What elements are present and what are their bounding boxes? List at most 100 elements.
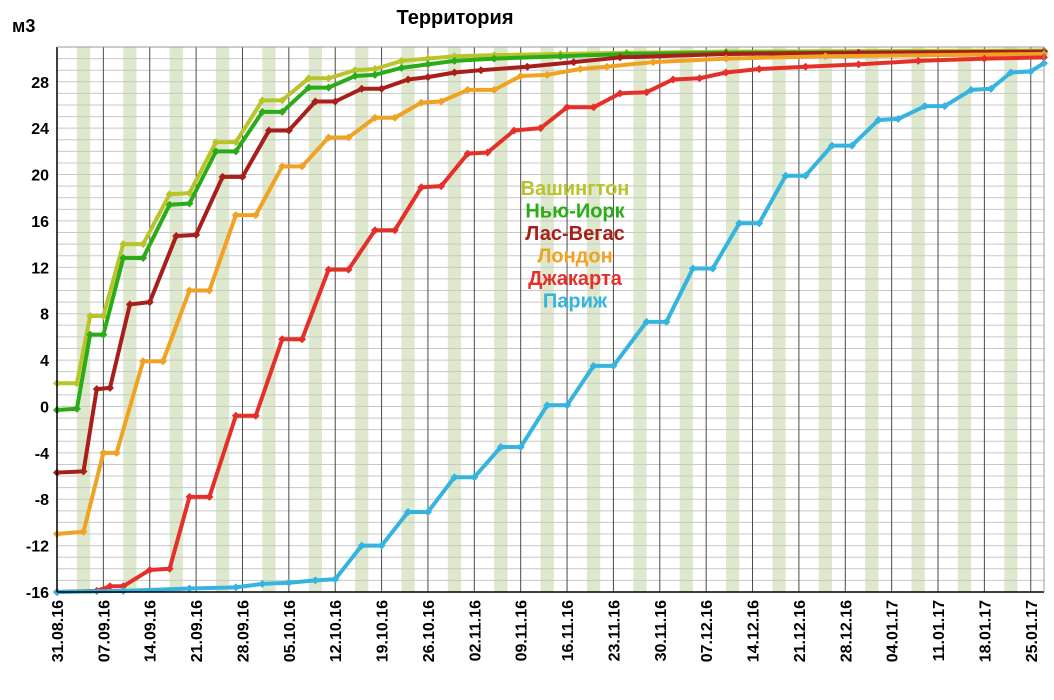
data-point [172, 232, 181, 241]
x-tick-label: 26.10.16 [421, 600, 438, 662]
data-point [688, 264, 697, 273]
x-tick-label: 14.12.16 [746, 600, 763, 662]
data-point [251, 411, 260, 420]
data-point [390, 226, 399, 235]
x-tick-label: 19.10.16 [375, 600, 392, 662]
data-point [510, 126, 519, 135]
data-point [404, 507, 413, 516]
weekend-band [726, 47, 740, 592]
data-point [556, 52, 565, 61]
data-point [894, 114, 903, 123]
legend-entry: Нью-Иорк [525, 201, 625, 223]
data-point [423, 73, 432, 82]
data-point [755, 65, 764, 74]
data-point [165, 190, 174, 199]
data-point [145, 565, 154, 574]
weekend-band [215, 47, 230, 592]
data-point [351, 71, 360, 80]
data-point [874, 116, 883, 125]
data-point [238, 172, 247, 181]
data-point [231, 138, 240, 147]
data-point [331, 575, 340, 584]
data-point [231, 211, 240, 220]
data-point [251, 211, 260, 220]
weekend-band [447, 47, 462, 592]
data-point [483, 148, 492, 157]
data-point [987, 84, 996, 93]
data-point [543, 70, 552, 79]
series-layer [53, 46, 1048, 596]
data-point [1026, 67, 1035, 76]
legend: ВашингтонНью-ИоркЛас-ВегасЛондонДжакарта… [521, 178, 630, 313]
data-point [99, 448, 108, 457]
data-point [370, 70, 379, 79]
x-tick-label: 31.08.16 [50, 600, 67, 662]
y-tick-label: 24 [31, 121, 49, 138]
data-point [576, 65, 585, 74]
weekend-band [540, 47, 554, 592]
data-point [801, 62, 810, 71]
weekend-band [772, 47, 786, 592]
data-point [370, 113, 379, 122]
data-point [218, 172, 227, 181]
data-point [211, 147, 220, 156]
data-point [324, 133, 333, 142]
data-point [543, 401, 552, 410]
data-point [470, 473, 479, 482]
weekend-band [633, 47, 647, 592]
data-point [125, 300, 134, 309]
data-point [569, 58, 578, 67]
data-point [205, 492, 214, 501]
weekend-band [169, 47, 183, 592]
weekend-band [818, 47, 833, 592]
data-point [99, 312, 108, 321]
data-point [920, 102, 929, 111]
data-point [185, 286, 194, 295]
weekend-band [355, 47, 369, 592]
legend-entry: Лас-Вегас [525, 223, 625, 245]
axes: -16 -12 -8 -4 0 4 8 12 16 20 24 28 31.08.16 07.09.16 1… [26, 46, 1045, 662]
weekend-band [586, 47, 601, 592]
data-point [523, 62, 532, 71]
data-point [344, 133, 353, 142]
data-point [536, 124, 545, 133]
data-point [119, 240, 128, 249]
x-tick-label: 05.10.16 [282, 600, 299, 662]
data-point [1006, 68, 1015, 77]
weekend-band [865, 47, 879, 592]
data-point [79, 467, 88, 476]
x-tick-label: 28.12.16 [838, 600, 855, 662]
x-tick-label: 28.09.16 [235, 600, 252, 662]
x-tick-label: 16.11.16 [560, 600, 577, 662]
data-point [722, 49, 731, 58]
weekend-band [123, 47, 137, 592]
data-point [86, 312, 95, 321]
data-point [185, 199, 194, 208]
data-point [801, 171, 810, 180]
data-point [490, 85, 499, 94]
y-tick-label: 8 [40, 307, 49, 324]
data-point [563, 401, 572, 410]
x-tick-label: 30.11.16 [653, 600, 670, 662]
data-point [112, 448, 121, 457]
series-4 [53, 53, 1048, 596]
data-point [735, 219, 744, 228]
data-point [662, 317, 671, 326]
data-point [311, 576, 320, 585]
data-point [278, 96, 287, 105]
data-point [516, 71, 525, 80]
data-point [642, 88, 651, 97]
data-point [708, 264, 717, 273]
data-point [854, 60, 863, 69]
data-point [980, 54, 989, 63]
x-tick-label: 21.09.16 [189, 600, 206, 662]
y-tick-label: 28 [31, 75, 49, 92]
data-point [231, 411, 240, 420]
data-point [967, 85, 976, 94]
data-point [72, 404, 81, 413]
data-point [370, 65, 379, 74]
data-point [397, 63, 406, 72]
data-point [450, 52, 459, 61]
y-tick-label: -12 [26, 539, 49, 556]
data-point [516, 443, 525, 452]
